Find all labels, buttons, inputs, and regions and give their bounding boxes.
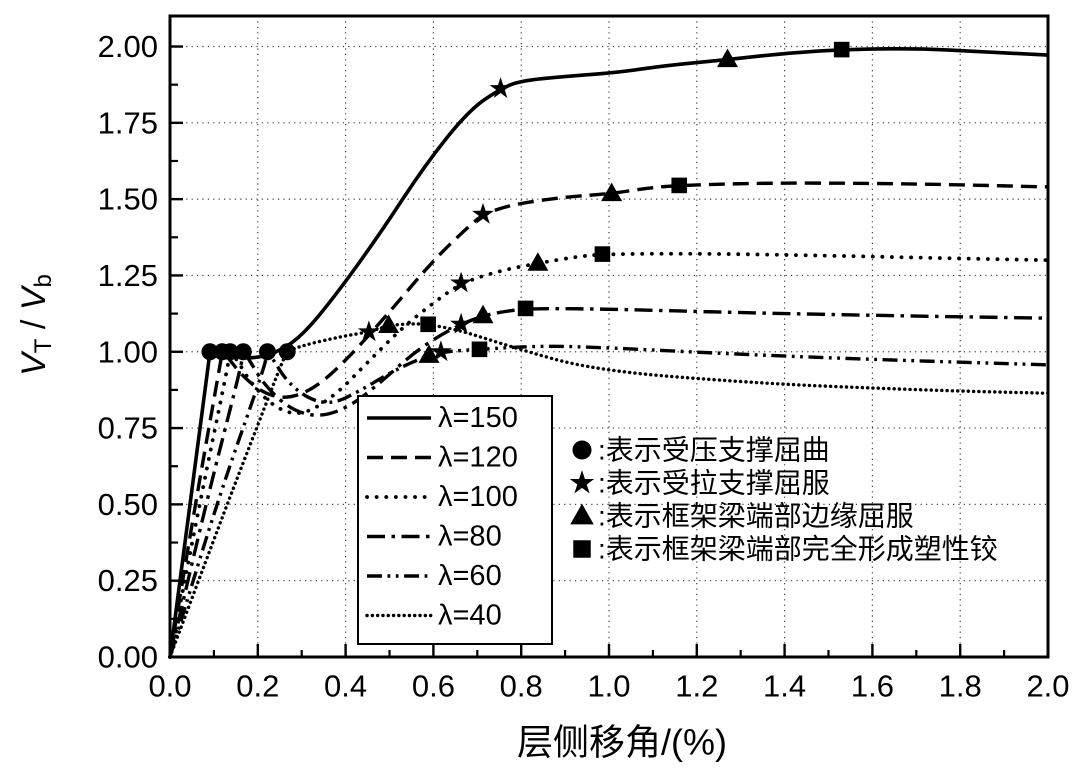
x-tick-label: 1.0 — [587, 669, 630, 704]
marker-triangle-λ=60 — [418, 344, 440, 363]
marker-legend-label: :表示框架梁端部边缘屈服 — [598, 501, 914, 532]
axis-ticks — [168, 45, 1050, 659]
marker-square-λ=40 — [420, 316, 436, 333]
marker-circle-λ=40 — [278, 343, 296, 361]
x-tick-label: 1.2 — [675, 669, 718, 704]
y-axis-title-text: VT / Vb — [15, 274, 57, 376]
x-tick-label: 0.8 — [500, 669, 543, 704]
legend-label-λ=150: λ=150 — [438, 402, 518, 434]
y-tick-label: 0.25 — [98, 563, 158, 598]
y-tick-label: 1.25 — [98, 258, 158, 293]
y-tick-label: 0.75 — [98, 411, 158, 446]
marker-star-λ=80 — [450, 312, 472, 334]
marker-star-λ=60 — [429, 340, 452, 362]
y-tick-label: 0.50 — [98, 487, 158, 522]
marker-circle-λ=100 — [221, 343, 239, 361]
y-tick-labels: 0.00 0.25 0.50 0.75 1.00 1.25 1.50 1.75 2.00 — [98, 29, 158, 674]
marker-triangle-λ=150 — [717, 48, 739, 68]
legend-label-λ=40: λ=40 — [438, 600, 502, 632]
x-tick-label: 0.0 — [148, 669, 191, 704]
marker-legend-label: :表示受拉支撑屈服 — [598, 468, 830, 499]
marker-square-λ=100 — [594, 246, 611, 262]
marker-square-λ=60 — [471, 341, 488, 358]
series-line-λ=120 — [168, 181, 1049, 658]
y-tick-label: 2.00 — [98, 29, 158, 64]
legend-label-λ=120: λ=120 — [438, 442, 518, 474]
line-legend-frame — [357, 395, 553, 645]
line-legend-box: λ=150 λ=120 λ=100 λ=80 λ=60 λ=40 — [357, 395, 553, 645]
series-line-λ=60 — [168, 344, 1049, 658]
x-tick-label: 0.4 — [324, 669, 367, 704]
marker-square-λ=150 — [833, 41, 850, 58]
y-axis-title: VT / Vb — [15, 274, 57, 376]
marker-circle-λ=80 — [234, 343, 252, 361]
legend-label-λ=80: λ=80 — [438, 521, 502, 553]
marker-legend: :表示受压支撑屈曲:表示受拉支撑屈服:表示框架梁端部边缘屈服:表示框架梁端部完全… — [569, 435, 998, 565]
gridlines — [170, 16, 1048, 657]
x-tick-label: 1.4 — [763, 669, 806, 704]
event-markers — [201, 41, 850, 363]
legend-label-λ=60: λ=60 — [438, 560, 502, 592]
marker-legend-label: :表示框架梁端部完全形成塑性铰 — [598, 534, 998, 565]
marker-triangle-λ=120 — [601, 182, 623, 202]
x-tick-label: 0.6 — [412, 669, 455, 704]
x-tick-labels: 0.0 0.2 0.4 0.6 0.8 1.0 1.2 1.4 1.6 1.8 2.0 — [148, 669, 1069, 704]
marker-triangle-λ=80 — [472, 304, 494, 324]
marker-triangle-λ=100 — [527, 252, 549, 271]
marker-square-λ=80 — [517, 300, 534, 317]
x-tick-label: 0.2 — [236, 669, 279, 704]
marker-star-λ=100 — [450, 271, 472, 293]
marker-star-λ=150 — [489, 77, 512, 98]
x-tick-label: 1.6 — [851, 669, 894, 704]
x-tick-label: 1.8 — [939, 669, 982, 704]
x-axis-title: 层侧移角/(%) — [517, 722, 727, 763]
legend-label-λ=100: λ=100 — [438, 481, 518, 513]
marker-legend-label: :表示受压支撑屈曲 — [598, 435, 830, 466]
y-tick-label: 1.50 — [98, 182, 158, 217]
marker-triangle-λ=40 — [378, 314, 400, 334]
x-tick-label: 2.0 — [1026, 669, 1069, 704]
marker-circle-λ=60 — [258, 343, 276, 361]
marker-legend-square-icon — [573, 540, 591, 558]
marker-star-λ=40 — [357, 320, 380, 342]
marker-legend-circle-icon — [572, 440, 592, 460]
y-tick-label: 1.00 — [98, 334, 158, 369]
series-curves — [168, 47, 1050, 659]
y-tick-label: 1.75 — [98, 105, 158, 140]
series-line-λ=150 — [168, 47, 1049, 658]
marker-circle-λ=150 — [201, 343, 219, 361]
marker-legend-star-icon — [569, 470, 595, 494]
marker-star-λ=120 — [472, 202, 494, 224]
y-tick-label: 0.00 — [98, 640, 158, 675]
marker-square-λ=120 — [671, 177, 688, 194]
marker-legend-triangle-icon — [570, 503, 594, 525]
